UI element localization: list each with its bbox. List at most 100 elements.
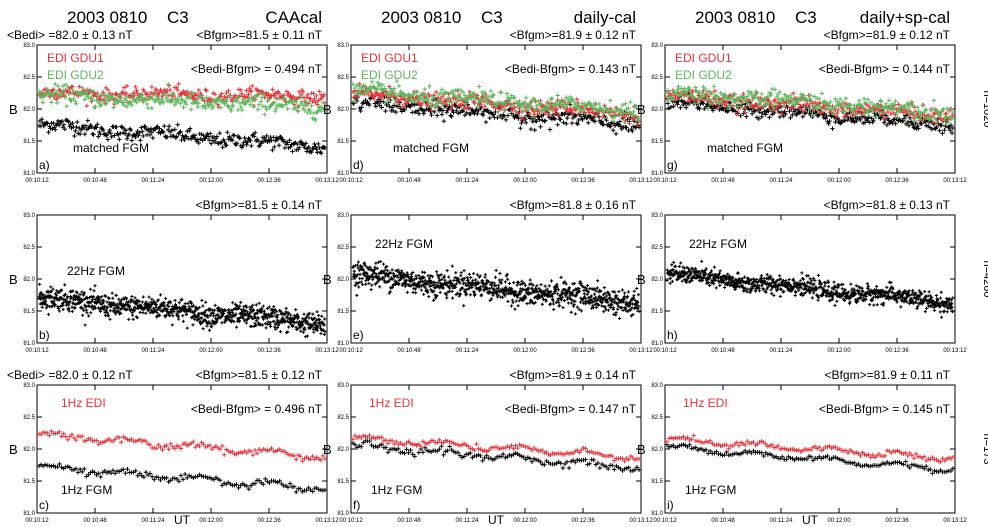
data-point [636,293,640,297]
data-point [267,105,272,110]
data-point [228,312,233,316]
y-tick-label: 81.5 [23,479,35,485]
data-point [287,138,292,143]
data-point [195,104,200,110]
data-point [139,125,144,130]
data-point [295,96,300,101]
data-point [299,99,305,104]
data-point [408,104,413,109]
data-point [36,431,42,437]
data-point [562,461,568,467]
data-point [160,129,165,134]
data-point [418,444,424,449]
data-point [308,457,313,462]
data-point [270,87,275,92]
y-axis-label: B [323,102,332,117]
x-tick-label: 00:10:48 [83,348,107,354]
data-point [483,119,489,125]
data-point [71,435,77,441]
data-point [174,305,179,309]
data-point [216,313,220,317]
data-point [123,98,129,103]
x-tick-label: 00:10:48 [83,178,107,184]
data-point [55,464,60,470]
data-point [104,98,110,103]
data-point [140,300,144,304]
diff-annotation: <Bedi-Bfgm> = 0.143 nT [505,62,637,76]
data-point [49,428,54,434]
data-point [536,114,541,120]
data-point [175,87,180,93]
data-point [178,473,184,478]
data-point [151,301,155,305]
x-tick-label: 00:12:36 [571,518,595,524]
data-point [144,300,148,304]
data-point [218,140,223,146]
data-point [116,305,121,309]
data-point [248,102,253,107]
data-point [261,482,266,487]
data-point [483,273,487,277]
data-point [229,108,234,113]
data-point [461,454,467,459]
data-point [178,446,184,451]
data-point [547,127,553,132]
data-point [135,473,140,478]
data-point [227,310,232,314]
data-point [148,126,154,131]
data-point [286,312,291,316]
data-point [40,429,46,435]
data-point [100,128,106,133]
data-point [193,444,198,450]
data-point [427,84,432,89]
data-point [321,328,326,332]
data-point [836,107,841,113]
data-point [235,107,241,112]
column-title-calibration: daily+sp-cal [860,8,950,27]
data-point [264,133,269,139]
data-point [559,275,563,279]
data-point [244,142,249,148]
data-point [310,99,315,104]
data-point [386,268,390,273]
data-point [248,138,253,144]
data-point [162,476,167,481]
data-point [164,475,169,481]
data-point [38,282,42,286]
data-point [228,106,233,111]
data-point [275,321,279,325]
y-axis-label: B [9,102,18,117]
data-point [304,149,310,154]
data-point [77,90,83,95]
data-point [138,138,143,143]
y-tick-label: 81.5 [337,309,349,315]
data-point [315,310,319,314]
data-point [455,450,461,455]
data-point [142,124,148,129]
data-point [54,293,59,297]
data-point [237,306,241,310]
data-point [112,306,116,310]
data-point [208,131,213,136]
data-point [87,314,91,318]
data-point [166,98,172,103]
data-point [279,309,283,313]
data-point [128,99,134,105]
data-point [66,91,71,97]
data-point [176,81,181,87]
data-point [263,476,268,482]
data-point [626,290,631,294]
data-point [450,108,455,113]
data-point [457,102,463,107]
data-point [622,458,627,464]
data-point [137,97,142,103]
data-point [419,288,423,292]
data-point [622,120,627,126]
data-point [98,125,104,131]
data-point [39,117,45,122]
data-point [296,327,300,331]
data-point [129,102,134,108]
data-point [170,323,174,327]
data-point [207,320,211,324]
data-point [555,93,560,98]
